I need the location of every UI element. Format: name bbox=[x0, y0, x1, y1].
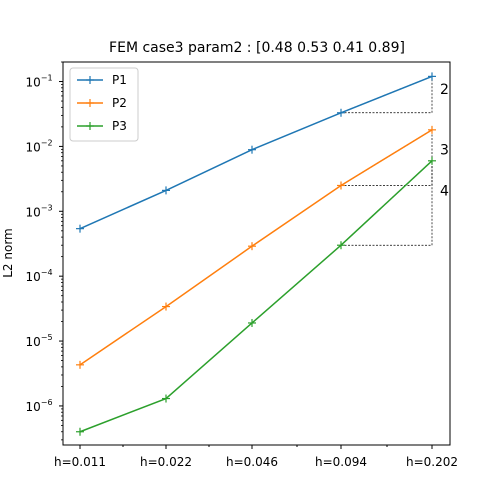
x-tick-label-0: h=0.011 bbox=[54, 455, 106, 469]
legend-label-P3: P3 bbox=[112, 119, 127, 133]
y-tick-label--2: 10−2 bbox=[25, 138, 52, 154]
y-tick-label--5: 10−5 bbox=[25, 333, 52, 349]
x-tick-label-4: h=0.202 bbox=[406, 455, 458, 469]
axes: h=0.011 h=0.022 h=0.046 h=0.094 h=0.202 10−6 1… bbox=[25, 61, 458, 469]
y-axis-label: L2 norm bbox=[1, 228, 15, 278]
x-tick-label-1: h=0.022 bbox=[140, 455, 192, 469]
series-line-P2 bbox=[79, 129, 433, 366]
series-layer bbox=[76, 72, 436, 436]
legend-label-P1: P1 bbox=[112, 73, 127, 87]
data-point-P2-1 bbox=[162, 302, 170, 311]
y-tick-exponent--3: −3 bbox=[41, 203, 53, 212]
data-point-P1-3 bbox=[337, 108, 345, 117]
data-point-P3-4 bbox=[428, 156, 436, 165]
data-point-P3-1 bbox=[162, 394, 170, 403]
data-point-P3-3 bbox=[337, 241, 345, 250]
y-tick-label--4: 10−4 bbox=[25, 268, 52, 284]
legend-label-P2: P2 bbox=[112, 96, 127, 110]
y-tick-exponent--2: −2 bbox=[41, 138, 53, 147]
x-tick-label-3: h=0.094 bbox=[315, 455, 367, 469]
legend: P1 P2 P3 bbox=[69, 67, 139, 142]
data-point-P1-0 bbox=[76, 224, 84, 233]
y-tick-label--1: 10−1 bbox=[25, 74, 52, 90]
y-tick-exponent--4: −4 bbox=[41, 268, 53, 277]
data-point-P2-3 bbox=[337, 181, 345, 190]
y-tick-exponent--5: −5 bbox=[41, 333, 53, 342]
slope-triangle-2 bbox=[341, 76, 433, 114]
data-point-P2-4 bbox=[428, 125, 436, 134]
slope-label-4: 4 bbox=[440, 183, 449, 199]
data-point-P1-2 bbox=[248, 145, 256, 154]
slope-label-3: 3 bbox=[440, 142, 449, 158]
data-point-P3-0 bbox=[76, 427, 84, 436]
data-point-P1-4 bbox=[428, 72, 436, 81]
data-point-P2-2 bbox=[248, 242, 256, 251]
slope-label-2: 2 bbox=[440, 82, 449, 98]
chart-title: FEM case3 param2 : [0.48 0.53 0.41 0.89] bbox=[109, 40, 405, 56]
y-tick-exponent--1: −1 bbox=[41, 74, 53, 83]
y-tick-exponent--6: −6 bbox=[41, 398, 53, 407]
x-tick-label-2: h=0.046 bbox=[226, 455, 278, 469]
y-tick-label--6: 10−6 bbox=[25, 398, 52, 414]
legend-box bbox=[69, 67, 139, 142]
y-tick-label--3: 10−3 bbox=[25, 203, 52, 219]
data-point-P1-1 bbox=[162, 186, 170, 195]
series-line-P3 bbox=[79, 160, 433, 433]
slope-triangle-4 bbox=[341, 160, 433, 246]
data-point-P3-2 bbox=[248, 318, 256, 327]
plot-frame bbox=[62, 61, 451, 446]
data-point-P2-0 bbox=[76, 360, 84, 369]
